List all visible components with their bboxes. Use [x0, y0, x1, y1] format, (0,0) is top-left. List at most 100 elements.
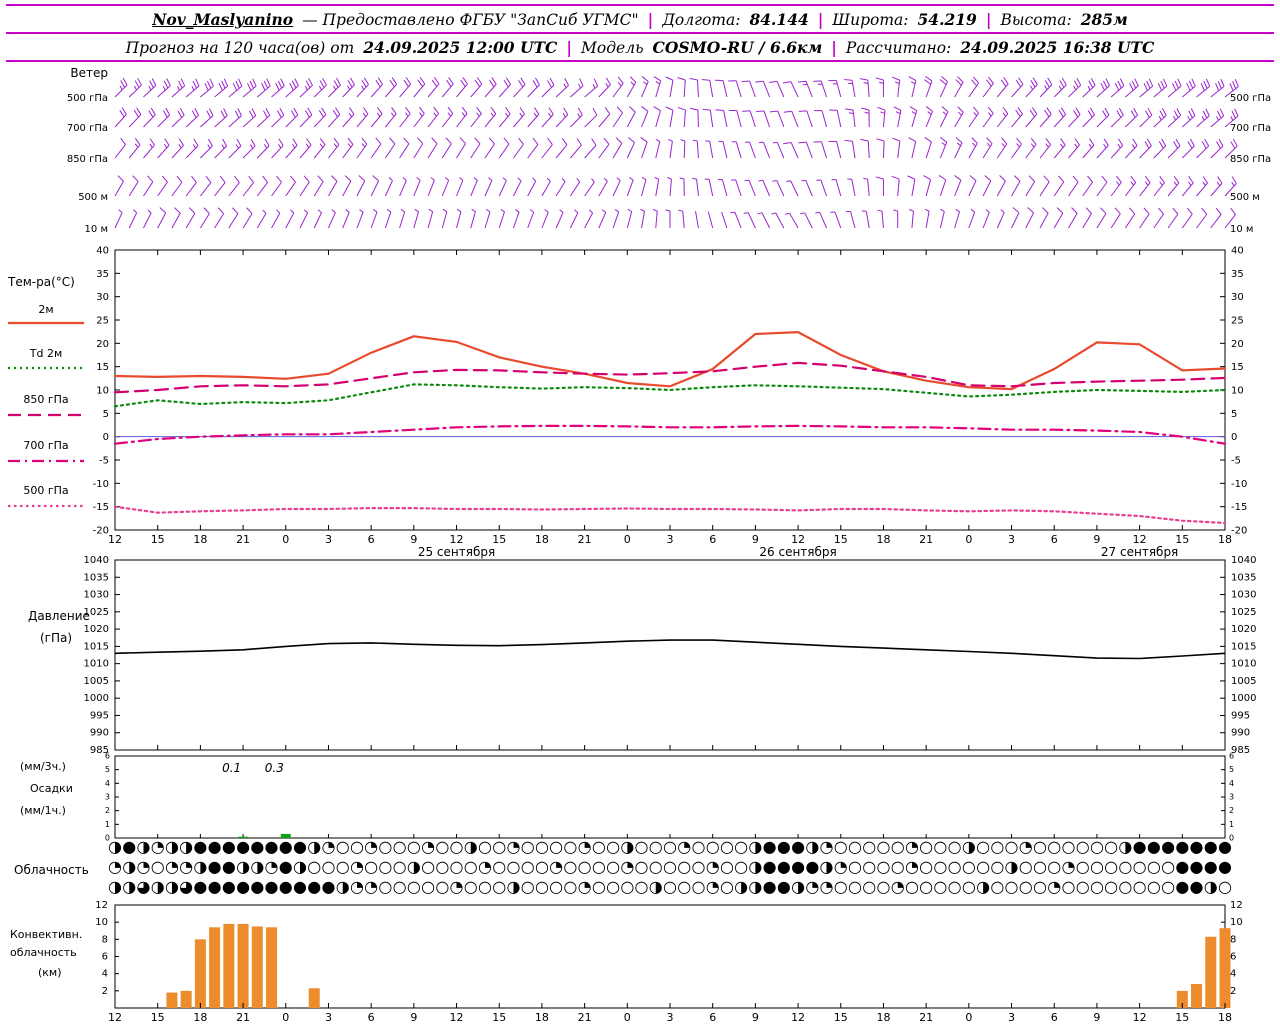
svg-text:○: ○ [435, 857, 449, 876]
svg-text:◔: ◔ [549, 857, 563, 876]
svg-text:1040: 1040 [1231, 555, 1256, 566]
svg-text:○: ○ [990, 837, 1004, 856]
svg-text:●: ● [1218, 857, 1232, 876]
svg-text:◔: ◔ [820, 837, 834, 856]
svg-text:◔: ◔ [350, 857, 364, 876]
svg-text:●: ● [265, 877, 279, 896]
svg-text:20: 20 [1231, 339, 1244, 350]
svg-text:●: ● [222, 837, 236, 856]
svg-text:◔: ◔ [891, 877, 905, 896]
svg-text:21: 21 [236, 1011, 250, 1024]
svg-text:○: ○ [464, 857, 478, 876]
svg-text:●: ● [777, 837, 791, 856]
svg-text:○: ○ [962, 877, 976, 896]
svg-text:○: ○ [1104, 837, 1118, 856]
svg-text:◑: ◑ [407, 857, 421, 876]
svg-text:○: ○ [393, 857, 407, 876]
svg-text:Конвективн.: Конвективн. [10, 928, 82, 941]
svg-text:35: 35 [1231, 269, 1244, 280]
svg-text:○: ○ [421, 857, 435, 876]
svg-text:◑: ◑ [179, 837, 193, 856]
svg-text:○: ○ [933, 857, 947, 876]
svg-text:●: ● [236, 877, 250, 896]
svg-text:500 гПа: 500 гПа [67, 93, 108, 104]
svg-text:◑: ◑ [307, 837, 321, 856]
svg-text:○: ○ [933, 837, 947, 856]
svg-text:○: ○ [834, 877, 848, 896]
svg-text:●: ● [265, 837, 279, 856]
svg-text:○: ○ [635, 837, 649, 856]
svg-text:25 сентября: 25 сентября [418, 545, 495, 559]
svg-text:◔: ◔ [706, 877, 720, 896]
svg-text:◑: ◑ [250, 857, 264, 876]
svg-text:●: ● [1175, 837, 1189, 856]
svg-text:850 гПа: 850 гПа [23, 393, 68, 406]
svg-text:○: ○ [1005, 837, 1019, 856]
separator: | [647, 10, 654, 29]
svg-text:○: ○ [1090, 877, 1104, 896]
svg-text:2: 2 [1229, 806, 1234, 815]
svg-text:21: 21 [578, 533, 592, 546]
svg-text:12: 12 [791, 1011, 805, 1024]
svg-text:○: ○ [948, 857, 962, 876]
svg-text:◑: ◑ [791, 877, 805, 896]
svg-text:○: ○ [948, 837, 962, 856]
svg-text:○: ○ [649, 857, 663, 876]
svg-text:(км): (км) [38, 966, 62, 979]
svg-text:◔: ◔ [1047, 877, 1061, 896]
svg-text:○: ○ [378, 877, 392, 896]
svg-text:15: 15 [834, 1011, 848, 1024]
svg-text:●: ● [1147, 837, 1161, 856]
svg-text:40: 40 [1231, 246, 1244, 257]
svg-text:-10: -10 [1231, 479, 1247, 490]
svg-text:500 м: 500 м [78, 192, 108, 203]
svg-text:◔: ◔ [151, 837, 165, 856]
svg-text:18: 18 [876, 533, 890, 546]
svg-text:0: 0 [282, 1011, 289, 1024]
svg-text:10: 10 [96, 386, 109, 397]
svg-text:◑: ◑ [108, 837, 122, 856]
svg-text:○: ○ [506, 857, 520, 876]
svg-text:○: ○ [1033, 837, 1047, 856]
svg-text:○: ○ [876, 837, 890, 856]
svg-text:4: 4 [105, 779, 110, 788]
svg-text:◔: ◔ [108, 857, 122, 876]
svg-text:○: ○ [1133, 857, 1147, 876]
svg-text:◔: ◔ [805, 877, 819, 896]
svg-text:◔: ◔ [1061, 857, 1075, 876]
svg-text:18: 18 [535, 1011, 549, 1024]
svg-text:0: 0 [624, 533, 631, 546]
svg-text:1020: 1020 [84, 624, 109, 635]
svg-text:○: ○ [691, 857, 705, 876]
svg-text:◑: ◑ [1118, 837, 1132, 856]
svg-text:○: ○ [478, 877, 492, 896]
svg-text:○: ○ [663, 877, 677, 896]
svg-text:18: 18 [193, 1011, 207, 1024]
svg-text:○: ○ [549, 837, 563, 856]
svg-text:6: 6 [102, 952, 108, 963]
svg-text:●: ● [279, 857, 293, 876]
model-name: COSMO-RU / 6.6км [652, 38, 823, 57]
svg-text:(гПа): (гПа) [40, 631, 72, 645]
header-row-1: Nov_Maslyanino — Предоставлено ФГБУ "Зап… [6, 6, 1274, 34]
svg-text:1030: 1030 [1231, 590, 1256, 601]
svg-text:○: ○ [635, 877, 649, 896]
svg-text:◑: ◑ [748, 877, 762, 896]
svg-text:◔: ◔ [450, 877, 464, 896]
svg-text:9: 9 [410, 1011, 417, 1024]
latitude-value: 54.219 [917, 10, 977, 29]
svg-text:8: 8 [1230, 934, 1236, 945]
svg-text:●: ● [293, 877, 307, 896]
svg-text:○: ○ [720, 837, 734, 856]
svg-text:○: ○ [407, 837, 421, 856]
svg-text:6: 6 [1230, 952, 1236, 963]
svg-text:Ветер: Ветер [70, 66, 108, 80]
svg-text:●: ● [222, 877, 236, 896]
svg-text:●: ● [805, 857, 819, 876]
precip-panel: 0 0 1 1 2 2 3 3 4 4 5 5 6 6 0.1 0.3 (мм/3ч.) Осадки (мм/1ч… [20, 752, 1234, 843]
svg-text:○: ○ [1061, 877, 1075, 896]
svg-text:●: ● [236, 837, 250, 856]
svg-text:○: ○ [1118, 877, 1132, 896]
svg-text:995: 995 [90, 710, 109, 721]
